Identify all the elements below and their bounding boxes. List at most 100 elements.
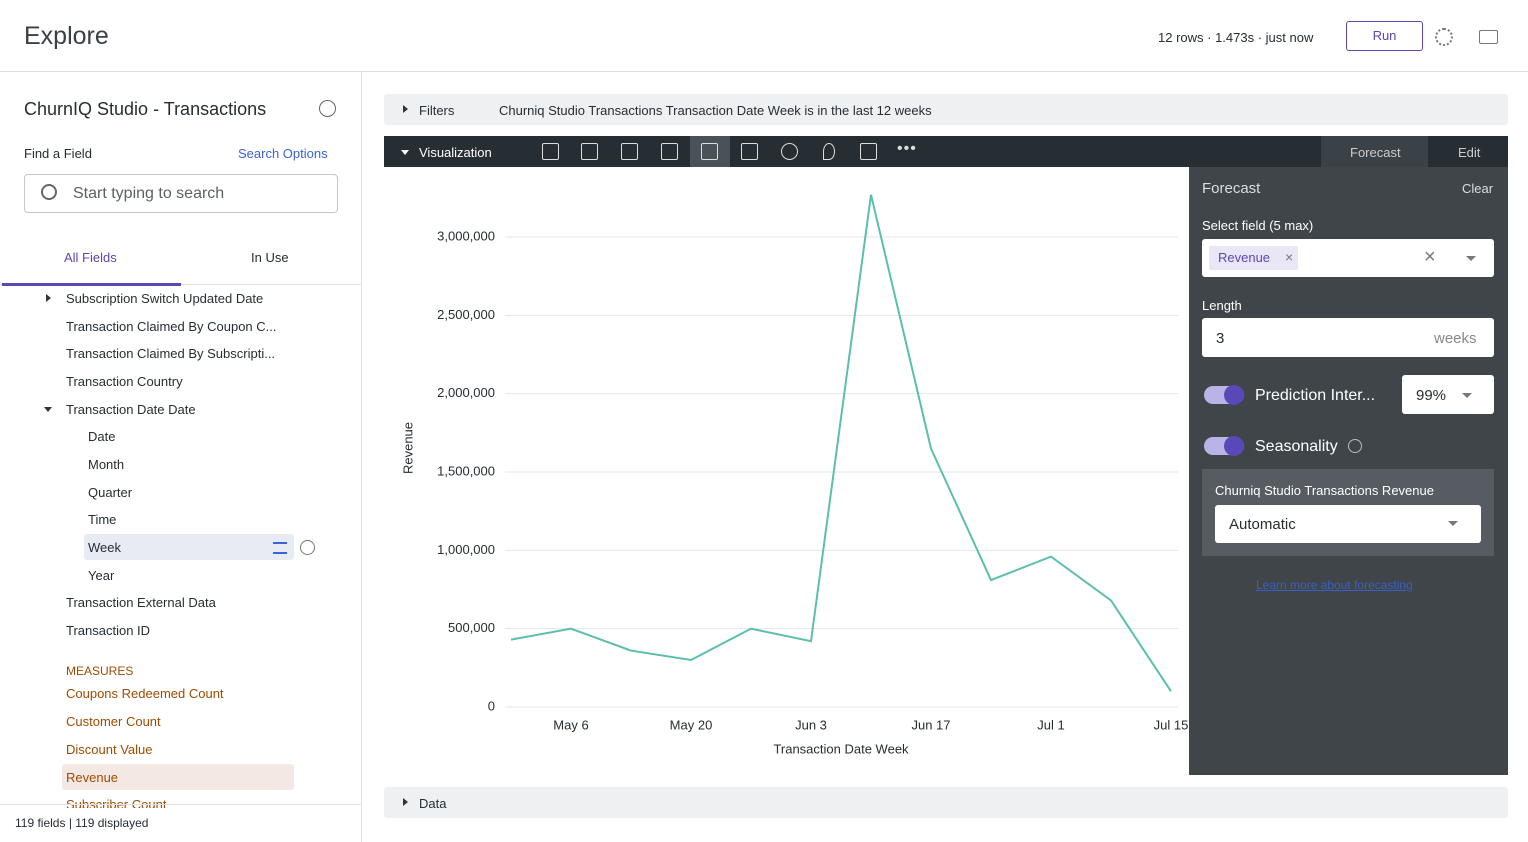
- measure[interactable]: Coupons Redeemed Count: [66, 686, 224, 701]
- tab-underline: [2, 283, 181, 286]
- field[interactable]: Transaction Country: [66, 374, 183, 389]
- filters-text: Churniq Studio Transactions Transaction …: [499, 103, 932, 118]
- length-value: 3: [1216, 330, 1225, 347]
- header: [0, 0, 1528, 72]
- tab[interactable]: All Fields: [64, 250, 117, 265]
- line: [510, 194, 1172, 692]
- filters-bar[interactable]: [384, 94, 1508, 125]
- viz-icon[interactable]: [860, 143, 877, 160]
- y-tick-label: 2,500,000: [437, 307, 495, 322]
- length-unit: weeks: [1434, 330, 1477, 347]
- field[interactable]: Quarter: [88, 485, 133, 500]
- collapse-icon[interactable]: [319, 100, 336, 117]
- chip-remove[interactable]: ×: [1285, 249, 1294, 265]
- viz-icon[interactable]: [823, 143, 835, 160]
- search-box[interactable]: [24, 174, 338, 213]
- group-select[interactable]: [1215, 505, 1481, 543]
- x-tick-label: Jun 3: [795, 717, 827, 732]
- clear[interactable]: Clear: [1462, 181, 1494, 196]
- filter-icon[interactable]: [273, 542, 287, 554]
- settings-icon[interactable]: [1435, 28, 1453, 46]
- clear-icon[interactable]: ×: [1424, 246, 1436, 268]
- viz-toolbar: [384, 136, 1508, 167]
- field[interactable]: Date: [88, 429, 116, 444]
- x-tick-label: May 6: [553, 717, 588, 732]
- chart: 0 500,000 1,000,000 1,500,000 2,000,000 2,500…: [400, 194, 1188, 756]
- data-label: Data: [419, 796, 447, 811]
- seasonality-label: Seasonality: [1255, 438, 1338, 455]
- field[interactable]: Week: [88, 540, 121, 555]
- length-box[interactable]: [1202, 318, 1494, 357]
- page-title: Explore: [24, 22, 109, 50]
- panel-title: Forecast: [1202, 180, 1261, 197]
- seasonality-toggle[interactable]: [1204, 436, 1244, 456]
- field[interactable]: Transaction External Data: [66, 595, 216, 610]
- viz-icon[interactable]: [701, 143, 718, 160]
- arrow: [403, 798, 408, 806]
- status: 12 rows · 1.473s · just now: [1158, 30, 1314, 45]
- viz-label: Visualization: [419, 145, 492, 160]
- prediction-value: 99%: [1416, 387, 1447, 404]
- search-placeholder: Start typing to search: [73, 185, 225, 202]
- arrow: [403, 105, 408, 113]
- y-tick-label: 3,000,000: [437, 228, 495, 243]
- prediction-label: Prediction Inter...: [1255, 387, 1376, 404]
- x-tick-label: Jul 1: [1037, 717, 1064, 732]
- field[interactable]: Subscription Switch Updated Date: [66, 291, 264, 306]
- edit-label[interactable]: Edit: [1458, 145, 1481, 160]
- sidebar: [0, 72, 362, 842]
- field[interactable]: Transaction Date Date: [66, 402, 196, 417]
- selected-measure: [62, 764, 294, 790]
- prediction-toggle[interactable]: [1204, 385, 1244, 405]
- measure[interactable]: Revenue: [66, 770, 119, 785]
- prediction-box[interactable]: [1402, 375, 1494, 414]
- length-label: Length: [1202, 298, 1242, 313]
- tab[interactable]: In Use: [251, 250, 289, 265]
- expand-arrow: [46, 294, 51, 302]
- forecast-label: Forecast: [1350, 145, 1401, 160]
- run-button[interactable]: Run: [1346, 21, 1423, 51]
- select-label: Select field (5 max): [1202, 218, 1314, 233]
- field[interactable]: Year: [88, 568, 115, 583]
- active-viz: [690, 136, 730, 167]
- search-options[interactable]: Search Options: [238, 146, 328, 161]
- viz-icon[interactable]: [542, 143, 559, 160]
- dropdown-arrow: [1448, 521, 1458, 526]
- viz-icon[interactable]: [581, 143, 598, 160]
- dropdown-arrow[interactable]: [1466, 256, 1476, 261]
- info-icon[interactable]: [300, 540, 315, 555]
- measure[interactable]: Subscriber Count: [66, 797, 167, 808]
- group-label: Churniq Studio Transactions Revenue: [1215, 483, 1434, 498]
- measures-label: MEASURES: [66, 664, 134, 678]
- viz-icon[interactable]: [621, 143, 638, 160]
- selected-row: [84, 534, 294, 560]
- field[interactable]: Month: [88, 457, 125, 472]
- sidebar-title: ChurnIQ Studio - Transactions: [24, 99, 267, 119]
- more-icon[interactable]: •••: [897, 140, 917, 157]
- y-tick-label: 2,000,000: [437, 385, 495, 400]
- x-axis-title: Transaction Date Week: [773, 741, 909, 756]
- folder-icon[interactable]: [1479, 30, 1498, 44]
- forecast-tab[interactable]: [1321, 136, 1428, 167]
- measure[interactable]: Customer Count: [66, 714, 161, 729]
- field[interactable]: Transaction Claimed By Coupon C...: [66, 319, 277, 334]
- chip[interactable]: Revenue: [1209, 246, 1299, 270]
- viz-icon[interactable]: [781, 143, 798, 160]
- arrow: [401, 150, 409, 155]
- viz-icon[interactable]: [741, 143, 758, 160]
- learn-link[interactable]: Learn more about forecasting: [1256, 578, 1413, 592]
- measure[interactable]: Discount Value: [66, 742, 153, 757]
- field[interactable]: Time: [88, 512, 117, 527]
- y-tick-label: 1,000,000: [437, 542, 495, 557]
- y-axis-title: Revenue: [400, 422, 415, 474]
- x-tick-label: Jun 17: [911, 717, 950, 732]
- data-bar[interactable]: [384, 787, 1508, 818]
- footer-text: 119 fields | 119 displayed: [15, 816, 149, 830]
- group-value: Automatic: [1229, 516, 1296, 533]
- help-icon[interactable]: [1348, 439, 1362, 453]
- field[interactable]: Transaction Claimed By Subscripti...: [66, 346, 276, 361]
- viz-icon[interactable]: [661, 143, 678, 160]
- field[interactable]: Transaction ID: [66, 623, 151, 638]
- sidebar-footer: [0, 804, 361, 805]
